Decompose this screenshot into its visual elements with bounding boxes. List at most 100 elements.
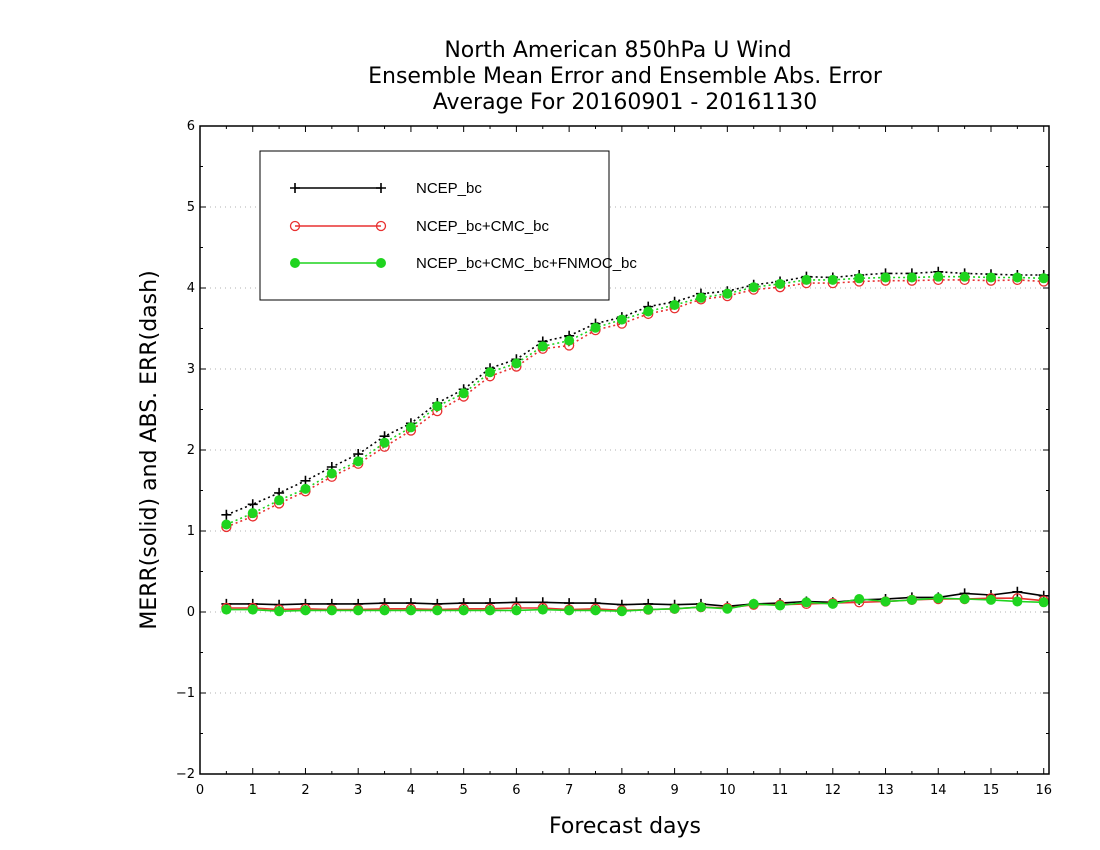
data-point-filled-circle — [775, 278, 786, 289]
data-point-filled-circle — [775, 600, 786, 611]
x-tick-label: 12 — [825, 783, 842, 798]
data-point-plus — [290, 183, 300, 193]
abs-error-line — [226, 279, 1044, 528]
data-point-filled-circle — [485, 367, 496, 378]
series-2 — [221, 274, 1049, 616]
data-point-filled-circle — [432, 605, 443, 616]
data-point-filled-circle — [880, 272, 891, 283]
data-point-filled-circle — [827, 598, 838, 609]
data-point-plus — [376, 183, 386, 193]
title-line-2: Ensemble Mean Error and Ensemble Abs. Er… — [368, 64, 883, 89]
y-axis: −2 −1 0 1 2 3 4 5 6 — [176, 119, 1049, 782]
x-tick-label: 7 — [565, 783, 573, 798]
series-3 — [221, 271, 1049, 617]
data-point-filled-circle — [485, 605, 496, 616]
x-tick-label: 3 — [354, 783, 362, 798]
data-point-filled-circle — [405, 605, 416, 616]
data-point-filled-circle — [748, 598, 759, 609]
data-point-filled-circle — [880, 596, 891, 607]
data-point-filled-circle — [985, 272, 996, 283]
data-point-filled-circle — [748, 282, 759, 293]
data-point-filled-circle — [458, 605, 469, 616]
data-point-filled-circle — [379, 605, 390, 616]
legend: NCEP_bc NCEP_bc+CMC_bc NCEP_bc+CMC_bc+FNMO… — [259, 150, 637, 301]
data-point-filled-circle — [326, 605, 337, 616]
data-point-filled-circle — [290, 258, 300, 268]
data-point-filled-circle — [300, 483, 311, 494]
data-point-filled-circle — [247, 508, 258, 519]
data-point-filled-circle — [376, 258, 386, 268]
data-point-filled-circle — [564, 335, 575, 346]
data-point-filled-circle — [300, 605, 311, 616]
x-axis-label: Forecast days — [549, 814, 701, 839]
data-point-filled-circle — [801, 597, 812, 608]
x-tick-label: 15 — [983, 783, 1000, 798]
y-tick-label: −1 — [176, 686, 195, 701]
data-point-filled-circle — [379, 437, 390, 448]
data-point-filled-circle — [1012, 272, 1023, 283]
data-point-filled-circle — [695, 292, 706, 303]
y-axis-label: MERR(solid) and ABS. ERR(dash) — [137, 270, 162, 629]
x-axis: 0 1 2 3 4 5 6 7 8 9 10 11 12 13 14 15 16 — [196, 126, 1052, 798]
y-tick-label: 0 — [187, 605, 195, 620]
x-tick-label: 13 — [877, 783, 894, 798]
data-point-filled-circle — [985, 594, 996, 605]
data-point-filled-circle — [247, 604, 258, 615]
y-tick-label: −2 — [176, 767, 195, 782]
data-point-filled-circle — [906, 594, 917, 605]
data-point-filled-circle — [511, 605, 522, 616]
data-point-filled-circle — [616, 606, 627, 617]
data-point-filled-circle — [695, 602, 706, 613]
legend-label: NCEP_bc+CMC_bc+FNMOC_bc — [416, 255, 637, 272]
data-point-filled-circle — [458, 388, 469, 399]
x-tick-label: 11 — [772, 783, 789, 798]
data-point-filled-circle — [274, 606, 285, 617]
data-point-filled-circle — [722, 603, 733, 614]
data-point-filled-circle — [590, 322, 601, 333]
legend-item-2: NCEP_bc+CMC_bc — [289, 218, 549, 235]
legend-item-3: NCEP_bc+CMC_bc+FNMOC_bc — [290, 255, 637, 272]
data-point-filled-circle — [274, 495, 285, 506]
x-tick-label: 4 — [407, 783, 415, 798]
data-point-filled-circle — [432, 401, 443, 412]
y-tick-label: 3 — [187, 362, 195, 377]
data-point-filled-circle — [959, 271, 970, 282]
data-point-filled-circle — [933, 593, 944, 604]
data-point-filled-circle — [722, 288, 733, 299]
data-point-filled-circle — [1012, 596, 1023, 607]
x-tick-label: 5 — [460, 783, 468, 798]
title-line-3: Average For 20160901 - 20161130 — [433, 90, 818, 115]
abs-error-line — [226, 270, 1044, 516]
data-point-filled-circle — [616, 314, 627, 325]
data-point-open-circle — [289, 220, 301, 232]
data-point-filled-circle — [959, 594, 970, 605]
data-point-plus — [1012, 586, 1023, 597]
data-point-filled-circle — [511, 358, 522, 369]
data-point-filled-circle — [827, 274, 838, 285]
legend-label: NCEP_bc — [416, 180, 482, 197]
x-tick-label: 9 — [670, 783, 678, 798]
x-tick-label: 2 — [301, 783, 309, 798]
data-point-filled-circle — [221, 604, 232, 615]
data-point-filled-circle — [854, 273, 865, 284]
data-point-filled-circle — [1038, 273, 1049, 284]
data-point-filled-circle — [933, 271, 944, 282]
legend-label: NCEP_bc+CMC_bc — [416, 218, 549, 235]
data-point-filled-circle — [643, 306, 654, 317]
x-tick-label: 14 — [930, 783, 947, 798]
data-point-filled-circle — [906, 272, 917, 283]
legend-item-1: NCEP_bc — [290, 180, 482, 197]
data-point-filled-circle — [669, 603, 680, 614]
data-point-filled-circle — [854, 594, 865, 605]
y-tick-label: 2 — [187, 443, 195, 458]
data-point-filled-circle — [326, 468, 337, 479]
x-tick-label: 16 — [1035, 783, 1052, 798]
data-point-filled-circle — [537, 341, 548, 352]
data-point-filled-circle — [537, 604, 548, 615]
data-point-filled-circle — [353, 456, 364, 467]
data-point-filled-circle — [1038, 597, 1049, 608]
data-point-filled-circle — [353, 605, 364, 616]
data-point-filled-circle — [564, 605, 575, 616]
data-point-filled-circle — [590, 605, 601, 616]
x-tick-label: 8 — [618, 783, 626, 798]
